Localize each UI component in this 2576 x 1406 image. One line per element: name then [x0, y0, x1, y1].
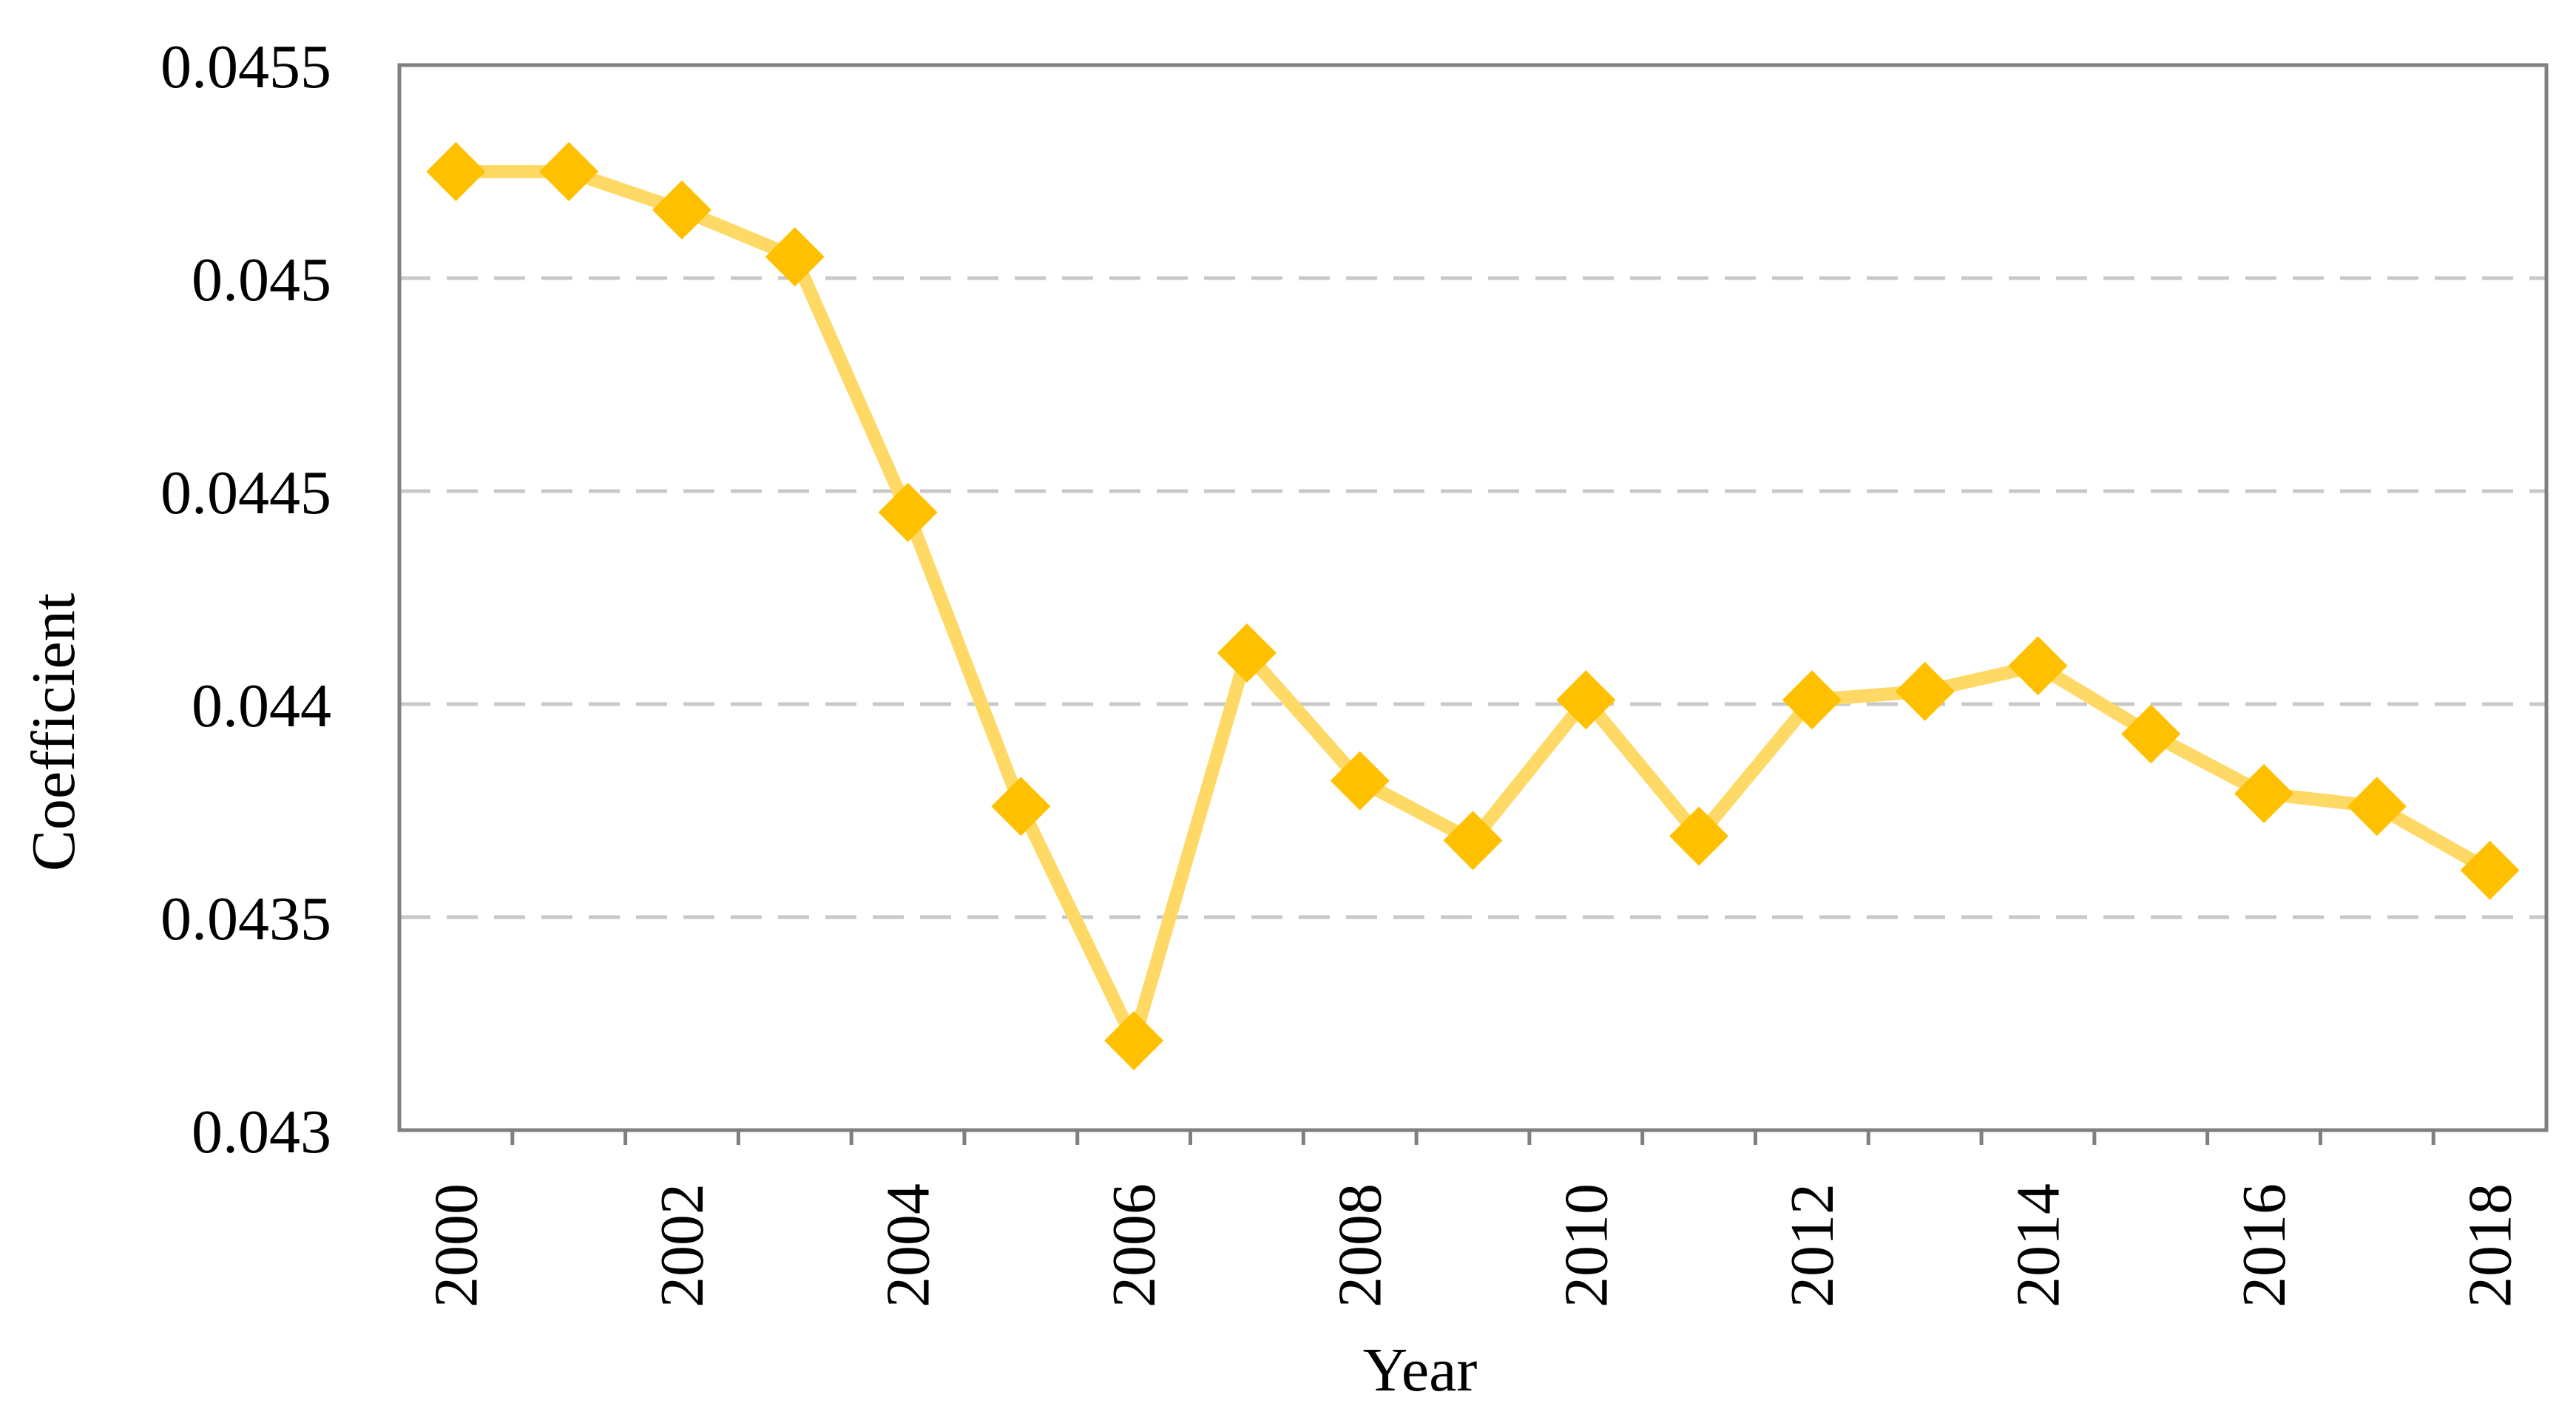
data-point	[2121, 704, 2181, 764]
y-tick-labels: 0.043 0.0435 0.044 0.0445 0.045 0.0455	[160, 33, 331, 1166]
x-tick-label: 2018	[2456, 1183, 2525, 1308]
y-tick-label: 0.045	[192, 246, 331, 314]
data-point	[1443, 811, 1503, 871]
data-point	[1669, 806, 1729, 866]
data-point	[2234, 763, 2294, 823]
series-line	[449, 165, 2497, 1048]
grid-lines	[399, 276, 2546, 919]
plot-frame	[397, 63, 2549, 1132]
data-point	[2008, 636, 2068, 696]
data-point	[1330, 751, 1390, 811]
data-point	[765, 227, 825, 287]
data-point	[652, 180, 711, 240]
y-tick-label: 0.043	[192, 1098, 331, 1166]
x-tick-labels: 2000 2002 2004 2006 2008 2010 2012 2014 2016 2018	[422, 1183, 2524, 1308]
data-point	[426, 142, 486, 201]
y-axis-title: Coefficient	[19, 593, 88, 871]
data-point	[1782, 670, 1842, 730]
x-tick-label: 2006	[1100, 1183, 1169, 1308]
x-tick-label: 2000	[422, 1183, 490, 1308]
y-tick-label: 0.044	[192, 672, 331, 740]
y-tick-label: 0.0445	[160, 459, 331, 527]
data-point	[1104, 1011, 1164, 1071]
x-tick-label: 2002	[648, 1183, 717, 1308]
x-tick-label: 2004	[874, 1183, 943, 1308]
x-tick-label: 2008	[1326, 1183, 1395, 1308]
data-point	[1895, 661, 1955, 721]
data-point	[1556, 670, 1616, 730]
data-markers	[426, 142, 2520, 1071]
y-tick-label: 0.0455	[160, 33, 331, 101]
data-point	[539, 142, 599, 201]
data-point	[878, 482, 938, 542]
data-point	[1217, 623, 1277, 683]
x-tick-label: 2010	[1552, 1183, 1620, 1308]
x-axis-title: Year	[1363, 1336, 1478, 1405]
x-tick-label: 2012	[1778, 1183, 1847, 1308]
x-tick-label: 2014	[2004, 1183, 2072, 1308]
x-tick-marks	[510, 1130, 2435, 1145]
data-point	[991, 777, 1051, 836]
y-tick-label: 0.0435	[160, 885, 331, 953]
x-tick-label: 2016	[2230, 1183, 2299, 1308]
data-point	[2347, 777, 2407, 836]
data-point	[2460, 840, 2520, 900]
